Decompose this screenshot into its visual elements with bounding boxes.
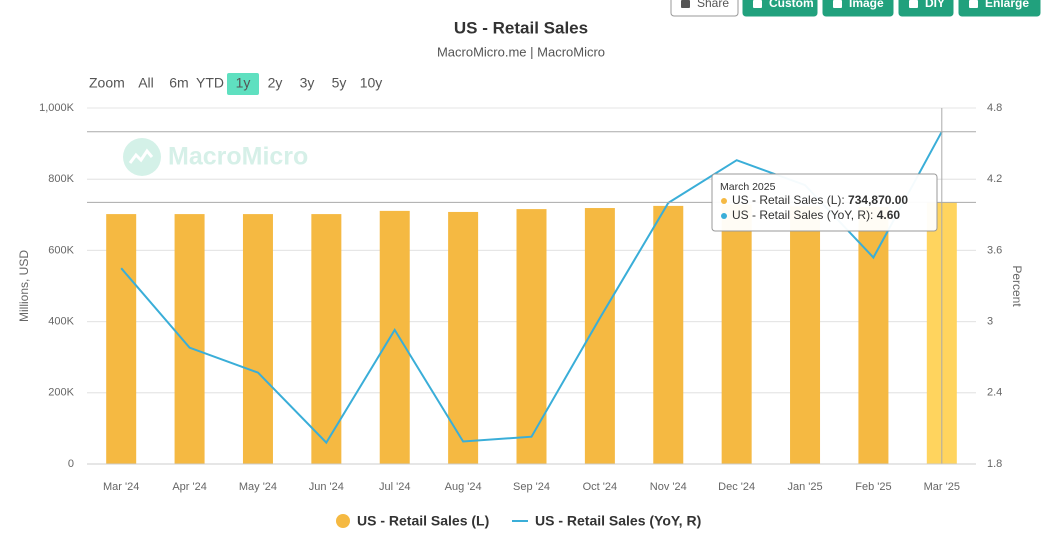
y2-tick-label: 3 — [987, 316, 993, 328]
x-tick-label: Nov '24 — [650, 481, 687, 493]
toolbar-button-label[interactable]: Image — [849, 0, 884, 10]
y-tick-label: 1,000K — [39, 102, 75, 114]
y-tick-label: 400K — [48, 316, 74, 328]
x-tick-label: Oct '24 — [583, 481, 618, 493]
zoom-button[interactable]: 6m — [169, 75, 188, 91]
legend-symbol[interactable] — [336, 514, 350, 528]
x-tick-label: Dec '24 — [718, 481, 755, 493]
marks — [87, 108, 976, 465]
x-tick-label: Jun '24 — [309, 481, 344, 493]
tooltip-title: March 2025 — [720, 181, 776, 193]
toolbar-button-icon[interactable] — [681, 0, 690, 8]
tooltip-dot — [721, 213, 727, 219]
x-tick-label: Feb '25 — [855, 481, 891, 493]
bar — [858, 206, 889, 464]
x-tick-label: Apr '24 — [172, 481, 207, 493]
bar — [721, 204, 752, 464]
tooltip-label: US - Retail Sales (YoY, R): — [732, 208, 877, 222]
bar — [790, 206, 821, 465]
x-tick-label: Jul '24 — [379, 481, 410, 493]
tooltip-value: 734,870.00 — [848, 193, 908, 207]
toolbar-button-label[interactable]: DIY — [925, 0, 945, 10]
y2-tick-label: 3.6 — [987, 244, 1002, 256]
y-tick-label: 200K — [48, 387, 74, 399]
y2-tick-label: 4.8 — [987, 102, 1002, 114]
bar — [311, 214, 342, 464]
watermark: MacroMicro — [168, 143, 308, 171]
y-axis-title: Millions, USD — [17, 250, 31, 322]
tooltip-row: US - Retail Sales (YoY, R): 4.60 — [732, 208, 900, 222]
toolbar-button-label[interactable]: Custom — [769, 0, 814, 10]
tooltip-row: US - Retail Sales (L): 734,870.00 — [732, 193, 908, 207]
bar — [242, 214, 273, 464]
zoom-label: Zoom — [89, 75, 125, 91]
bar — [174, 214, 205, 464]
y-tick-label: 800K — [48, 173, 74, 185]
watermark-icon-mark — [128, 148, 154, 164]
toolbar-button-label[interactable]: Enlarge — [985, 0, 1029, 10]
bar — [516, 209, 547, 464]
x-tick-label: Jan '25 — [787, 481, 822, 493]
x-tick-label: Aug '24 — [445, 481, 482, 493]
toolbar-button[interactable] — [958, 0, 1041, 17]
chart-subtitle: MacroMicro.me | MacroMicro — [437, 44, 605, 59]
toolbar-button-icon[interactable] — [969, 0, 978, 8]
bar — [653, 205, 684, 464]
legend-label[interactable]: US - Retail Sales (YoY, R) — [535, 513, 701, 529]
zoom-button[interactable]: 1y — [236, 75, 251, 91]
bar — [448, 211, 479, 464]
x-tick-label: Sep '24 — [513, 481, 550, 493]
y-tick-label: 0 — [68, 458, 74, 470]
bar — [106, 214, 137, 464]
tooltip-value: 4.60 — [877, 208, 901, 222]
bar — [379, 210, 410, 464]
zoom-button[interactable]: 5y — [332, 75, 347, 91]
chart-title: US - Retail Sales — [454, 18, 588, 37]
x-tick-label: May '24 — [239, 481, 277, 493]
legend: US - Retail Sales (L) US - Retail Sales (… — [336, 513, 701, 529]
toolbar-button-icon[interactable] — [833, 0, 842, 8]
tooltip-label: US - Retail Sales (L): — [732, 193, 848, 207]
x-tick-label: Mar '25 — [924, 481, 960, 493]
y-tick-label: 600K — [48, 244, 74, 256]
zoom-button[interactable]: YTD — [196, 75, 224, 91]
zoom-button[interactable]: 10y — [360, 75, 383, 91]
zoom-button[interactable]: 2y — [268, 75, 283, 91]
zoom-selected-bg[interactable] — [227, 73, 259, 95]
zoom-button[interactable]: 3y — [300, 75, 315, 91]
x-tick-label: Mar '24 — [103, 481, 139, 493]
tooltip-dot — [721, 198, 727, 204]
y2-tick-label: 2.4 — [987, 387, 1002, 399]
toolbar-button-label[interactable]: Share — [697, 0, 729, 10]
tooltip-box — [711, 173, 938, 232]
toolbar-button-icon[interactable] — [753, 0, 762, 8]
y2-axis-title: Percent — [1010, 265, 1024, 307]
legend-label[interactable]: US - Retail Sales (L) — [357, 513, 489, 529]
toolbar-button-icon[interactable] — [909, 0, 918, 8]
zoom-button[interactable]: All — [138, 75, 154, 91]
y2-tick-label: 1.8 — [987, 458, 1002, 470]
y2-tick-label: 4.2 — [987, 173, 1002, 185]
